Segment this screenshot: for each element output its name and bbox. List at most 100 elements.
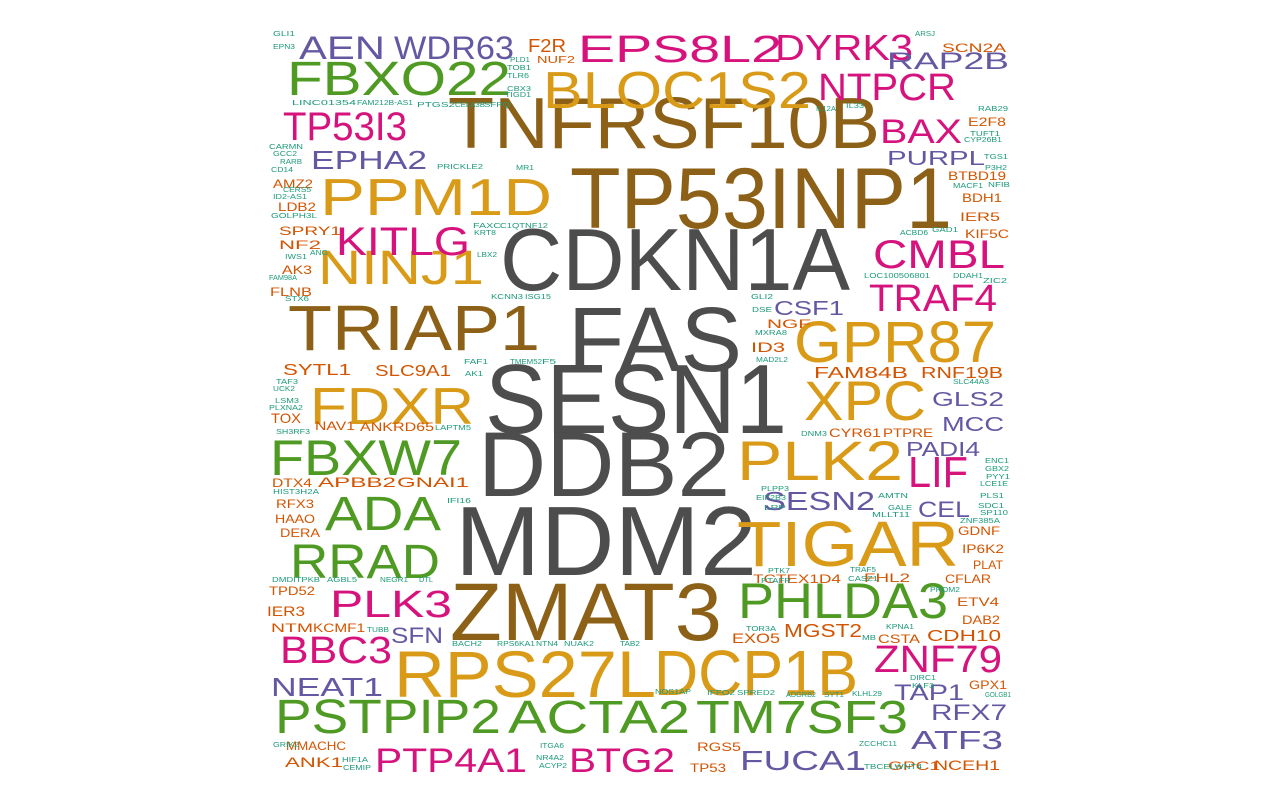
cloud-word: PLAT (973, 558, 1004, 572)
cloud-word: AMZ2 (273, 177, 313, 191)
cloud-word: IER3 (267, 603, 305, 619)
cloud-word: RFX7 (931, 700, 1007, 725)
cloud-word: AGBL5 (327, 577, 357, 584)
cloud-word: TLR6 (507, 73, 529, 80)
cloud-word: KPNA1 (886, 624, 914, 631)
cloud-word: PLK3 (330, 584, 452, 626)
cloud-word: RPS27L (394, 637, 656, 711)
cloud-word: CEMIP (343, 765, 371, 772)
cloud-word: IL12A (816, 106, 836, 113)
cloud-word: RPS6KA1 (497, 641, 535, 648)
cloud-word: EPHA2 (311, 145, 427, 175)
cloud-word: BDH1 (962, 191, 1002, 205)
cloud-word: FUCA1 (740, 745, 866, 776)
cloud-word: DSE (752, 307, 772, 314)
cloud-word: P3H2 (985, 165, 1007, 172)
cloud-word: FDXR (310, 378, 474, 436)
cloud-word: GALE (888, 505, 912, 512)
cloud-word: RAP2B (887, 48, 1009, 75)
cloud-word: ETV4 (957, 595, 999, 609)
cloud-word: ZIC2 (983, 278, 1007, 285)
cloud-word: RAB29 (978, 106, 1008, 113)
cloud-word: NTN4 (536, 641, 558, 648)
cloud-word: IP6K2 (962, 542, 1004, 556)
cloud-word: TP53 (690, 761, 726, 775)
cloud-word: DERA (280, 526, 320, 540)
cloud-word: FHL2 (864, 571, 911, 585)
cloud-word: GPR87 (794, 310, 996, 375)
cloud-word: F2R (528, 36, 566, 56)
cloud-word: TP53I3 (283, 105, 407, 149)
cloud-word: FLNB (270, 285, 312, 299)
cloud-word: CERS5 (283, 187, 311, 194)
cloud-word: MCC (942, 414, 1004, 436)
cloud-word: PLK2 (737, 429, 903, 492)
cloud-word: SCN2A (942, 41, 1006, 55)
cloud-word: ZNF385A (960, 518, 1000, 525)
cloud-word: PTAFR (761, 578, 791, 585)
cloud-word: DDAH1 (953, 273, 983, 280)
cloud-word: HIF1A (342, 757, 368, 764)
cloud-word: DIRC1 (910, 675, 936, 682)
cloud-word: ANKRD65 (360, 420, 434, 434)
cloud-word: GLI1 (273, 31, 295, 38)
cloud-word: ISG15 (525, 294, 551, 301)
cloud-word: TM7SF3 (696, 691, 908, 743)
cloud-word: PYY1 (986, 474, 1010, 481)
cloud-word: KLHL29 (852, 691, 882, 698)
cloud-word: HAAO (275, 512, 315, 526)
cloud-word: DDB2 (478, 414, 730, 516)
cloud-word: SYT1 (824, 692, 844, 699)
cloud-word: NINJ1 (318, 242, 484, 295)
cloud-word: SESN1 (485, 344, 787, 454)
cloud-word: LPP (764, 505, 787, 512)
cloud-word: MDM2 (455, 486, 757, 596)
cloud-word: KCNN3 (491, 294, 523, 301)
cloud-word: NAV1 (315, 419, 355, 433)
cloud-word: MMACHC (286, 739, 346, 753)
cloud-word: GPX1 (969, 678, 1007, 692)
cloud-word: GCC2 (273, 151, 297, 158)
cloud-word: RARB (280, 159, 302, 166)
cloud-word: DAB2 (962, 613, 1000, 627)
cloud-word: MACF1 (953, 183, 983, 190)
cloud-word: PROM2 (930, 587, 960, 594)
cloud-word: RRAD (290, 536, 440, 589)
cloud-word: DNM3 (801, 431, 827, 438)
cloud-word: LINC01354 (292, 100, 356, 107)
cloud-word: FAM98A (269, 275, 297, 282)
cloud-word: SPRY1 (279, 224, 342, 238)
cloud-word: GBX2 (985, 466, 1009, 473)
cloud-word: PSTPIP2 (275, 691, 501, 744)
cloud-word: GRIK2 (273, 742, 299, 749)
cloud-word: TP53INP1 (570, 151, 952, 247)
cloud-word: IL33 (846, 103, 864, 110)
cloud-word: NTM (271, 621, 313, 635)
cloud-word: GAD1 (932, 227, 958, 234)
cloud-word: IER5 (960, 210, 1000, 224)
cloud-word: NOS1AP (655, 689, 691, 696)
cloud-word: PURPL (887, 148, 985, 170)
cloud-word: SH3RF3 (276, 429, 310, 436)
cloud-word: ANK1 (285, 754, 343, 770)
cloud-word: LDB2 (278, 200, 316, 214)
cloud-word: TUFT1 (970, 131, 1000, 138)
cloud-word: NEGR1 (380, 577, 408, 584)
cloud-word: UCK2 (273, 386, 295, 393)
cloud-word: TAF3 (276, 379, 298, 386)
cloud-word: SLC44A3 (953, 379, 989, 386)
cloud-word: GDNF (958, 524, 1000, 538)
cloud-word: PTGS2 (417, 102, 455, 109)
cloud-word: CMBL (873, 233, 1005, 277)
cloud-word: PTP4A1 (375, 742, 527, 780)
cloud-word: FAS (568, 289, 742, 391)
cloud-word: ID2-AS1 (273, 194, 307, 201)
cloud-word: KRT8 (474, 230, 496, 237)
cloud-word: PLPP3 (761, 486, 789, 493)
cloud-word: CSTA (878, 632, 920, 646)
cloud-word: TNFRSF10B (448, 84, 880, 164)
cloud-word: ZNF79 (874, 639, 1002, 681)
cloud-word: NCEH1 (934, 757, 1000, 773)
cloud-word: FBXW7 (270, 430, 462, 486)
